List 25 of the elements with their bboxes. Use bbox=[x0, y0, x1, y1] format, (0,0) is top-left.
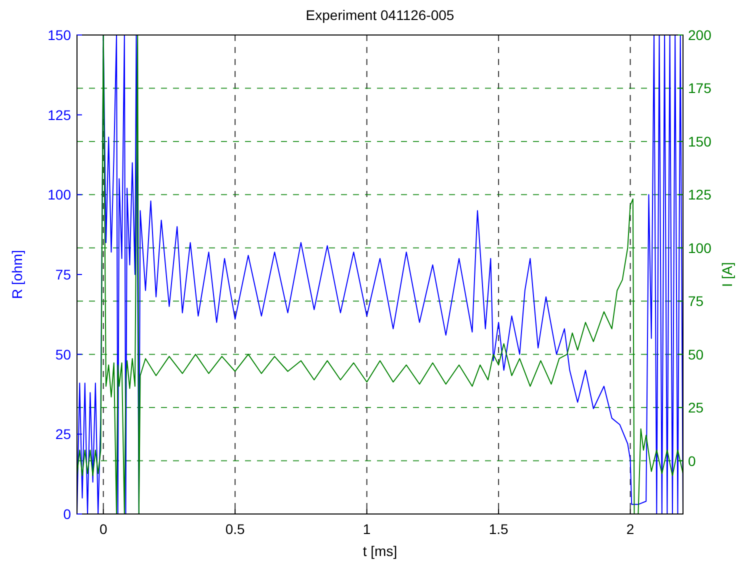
x-tick-label: 2 bbox=[626, 521, 634, 537]
y2-tick-label: 150 bbox=[688, 133, 712, 150]
x-axis-title: t [ms] bbox=[362, 543, 398, 559]
y2-tick-label: 50 bbox=[688, 346, 704, 362]
y-tick-label: 125 bbox=[48, 106, 72, 123]
y2-tick-label: 175 bbox=[688, 80, 712, 96]
y2-tick-label: 100 bbox=[688, 240, 712, 256]
y-tick-label: 100 bbox=[48, 186, 72, 203]
y-tick-label: 25 bbox=[55, 426, 72, 442]
y2-tick-label: 125 bbox=[688, 186, 712, 203]
x-tick-label: 1.5 bbox=[488, 521, 509, 537]
y2-tick-label: 0 bbox=[688, 452, 696, 469]
y2-axis-title: I [A] bbox=[719, 262, 735, 287]
y2-tick-label: 75 bbox=[688, 293, 704, 310]
y-tick-label: 0 bbox=[63, 506, 72, 522]
y-tick-label: 75 bbox=[55, 266, 72, 282]
y-tick-label: 150 bbox=[48, 27, 72, 43]
y2-tick-label: 25 bbox=[688, 400, 704, 416]
chart-title: Experiment 041126-005 bbox=[306, 7, 454, 23]
x-tick-label: 1 bbox=[362, 521, 371, 537]
x-tick-label: 0.5 bbox=[225, 521, 246, 537]
x-tick-label: 0 bbox=[99, 521, 108, 537]
y2-tick-label: 200 bbox=[688, 27, 712, 43]
y-axis-title: R [ohm] bbox=[9, 250, 25, 300]
y-tick-label: 50 bbox=[55, 346, 72, 362]
